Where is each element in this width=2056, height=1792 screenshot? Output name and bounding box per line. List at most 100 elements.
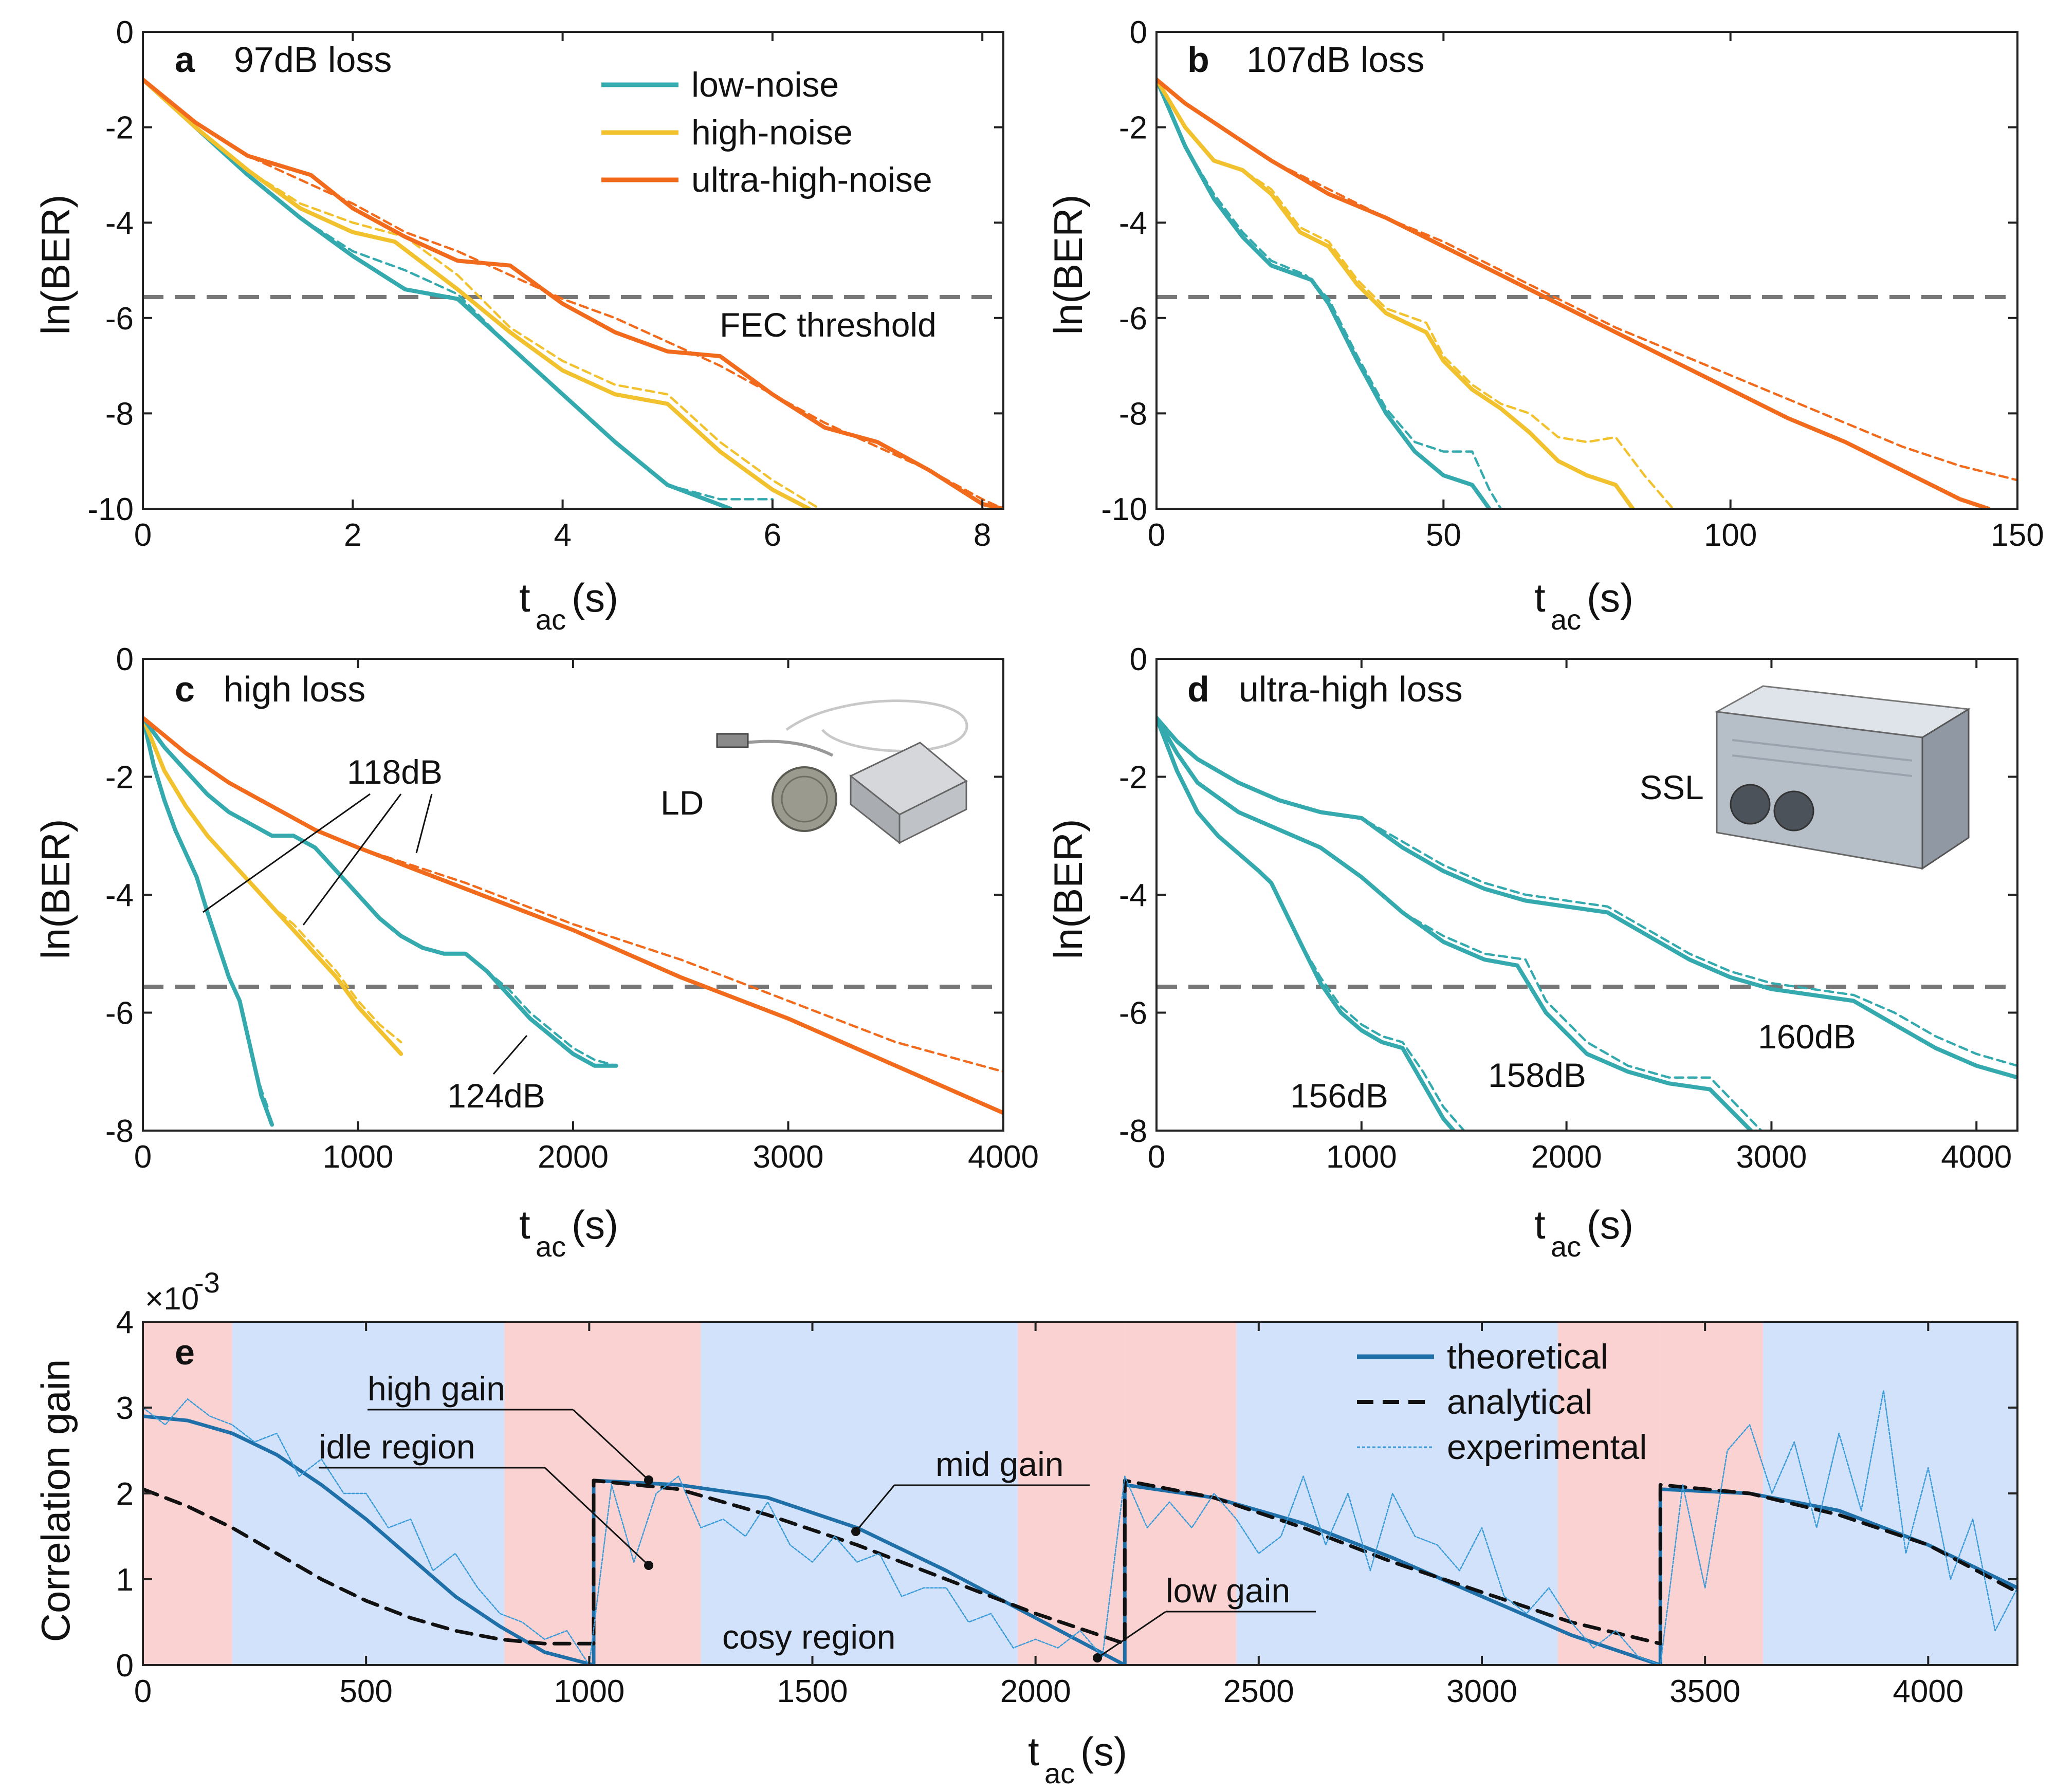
panel-e-exponent: ×10 -3 bbox=[145, 1266, 220, 1317]
x-tick-label: 0 bbox=[134, 518, 152, 553]
plot-frame-c bbox=[143, 659, 1003, 1131]
x-tick-label: 2000 bbox=[1531, 1139, 1602, 1175]
x-tick-label: 0 bbox=[1148, 1139, 1165, 1175]
panel-c-label: c bbox=[175, 669, 195, 709]
y-tick-label: -10 bbox=[87, 492, 134, 527]
y-tick-label: -8 bbox=[105, 396, 134, 432]
y-tick-label: -4 bbox=[105, 206, 134, 241]
panel-e-xlabel-unit: (s) bbox=[1080, 1729, 1127, 1774]
y-tick-label: -10 bbox=[1101, 492, 1147, 527]
panel-b-ylabel: ln(BER) bbox=[1045, 194, 1091, 335]
series-line-d-0 bbox=[1156, 718, 1454, 1131]
panel-e-xlabel-sub: ac bbox=[1044, 1757, 1075, 1789]
x-tick-label: 100 bbox=[1704, 518, 1757, 553]
panel-b-xlabel-unit: (s) bbox=[1587, 575, 1633, 620]
legend-analytical-label: analytical bbox=[1447, 1382, 1593, 1421]
leader-124db bbox=[493, 1036, 527, 1074]
x-tick-label: 1000 bbox=[554, 1674, 625, 1709]
low-gain-marker bbox=[1093, 1653, 1102, 1662]
panel-b-xlabel: t ac (s) bbox=[1534, 575, 1633, 636]
annotation-118db: 118dB bbox=[347, 753, 443, 791]
y-tick-label: 0 bbox=[116, 1648, 134, 1684]
panel-a-xlabel-unit: (s) bbox=[572, 575, 618, 620]
panel-d-ylabel: ln(BER) bbox=[1045, 819, 1091, 959]
exponent-power: -3 bbox=[194, 1266, 220, 1299]
ld-photo bbox=[717, 701, 967, 843]
annotation-124db: 124dB bbox=[447, 1077, 545, 1115]
panel-b-title: 107dB loss bbox=[1246, 40, 1424, 80]
panel-a-xlabel: t ac (s) bbox=[519, 575, 618, 636]
y-tick-label: 2 bbox=[116, 1476, 134, 1512]
legend-high-noise-label: high-noise bbox=[691, 113, 853, 152]
panel-b-chart: 0 50 100 150 0 -2 -4 -6 -8 -10 bbox=[1101, 15, 2044, 553]
panel-a-label: a bbox=[175, 40, 195, 80]
panel-c-xlabel-unit: (s) bbox=[572, 1202, 618, 1247]
series-line-b-1 bbox=[1156, 80, 1501, 509]
x-tick-label: 50 bbox=[1426, 518, 1461, 553]
cosy-region-band bbox=[1763, 1322, 2017, 1665]
x-tick-label: 3500 bbox=[1669, 1674, 1740, 1709]
fiber-coil bbox=[786, 701, 967, 751]
series-line-b-4 bbox=[1156, 80, 1989, 509]
panel-c-xlabel: t ac (s) bbox=[519, 1202, 618, 1263]
panel-e-xlabel: t ac (s) bbox=[1028, 1729, 1127, 1789]
series-line-b-5 bbox=[1156, 80, 2017, 481]
series-line-a-5 bbox=[143, 80, 1003, 509]
x-tick-label: 2 bbox=[344, 518, 361, 553]
y-tick-label: -4 bbox=[105, 878, 134, 913]
ld-label: LD bbox=[660, 784, 704, 822]
x-tick-label: 150 bbox=[1991, 518, 2044, 553]
x-tick-label: 2000 bbox=[1000, 1674, 1071, 1709]
y-tick-label: -8 bbox=[105, 1114, 134, 1149]
leader-118db-ultra bbox=[416, 794, 432, 853]
legend-low-noise-label: low-noise bbox=[691, 65, 839, 104]
panel-c-title: high loss bbox=[224, 669, 365, 709]
y-tick-label: 0 bbox=[116, 642, 134, 677]
y-tick-label: 0 bbox=[1130, 642, 1147, 677]
x-tick-label: 2000 bbox=[538, 1139, 609, 1175]
x-tick-label: 3000 bbox=[1446, 1674, 1517, 1709]
plot-frame-a bbox=[143, 32, 1003, 509]
x-tick-label: 4000 bbox=[968, 1139, 1039, 1175]
x-tick-label: 8 bbox=[974, 518, 991, 553]
fiber-connector bbox=[717, 734, 748, 747]
mid-gain-marker bbox=[851, 1527, 860, 1536]
y-tick-label: -2 bbox=[1119, 110, 1147, 146]
y-tick-label: -6 bbox=[1119, 996, 1147, 1031]
x-tick-label: 0 bbox=[1148, 518, 1165, 553]
annotation-cosy-region: cosy region bbox=[722, 1618, 896, 1656]
series-line-b-2 bbox=[1156, 80, 1633, 509]
panel-d-title: ultra-high loss bbox=[1239, 669, 1463, 709]
idle-region-band bbox=[504, 1322, 594, 1665]
panel-e-label: e bbox=[175, 1332, 195, 1372]
x-tick-label: 500 bbox=[339, 1674, 392, 1709]
panel-b-xlabel-t: t bbox=[1534, 575, 1546, 620]
fiber-lead bbox=[745, 742, 833, 755]
panel-d-xlabel: t ac (s) bbox=[1534, 1202, 1633, 1263]
legend-theoretical-label: theoretical bbox=[1447, 1337, 1608, 1376]
legend-ultra-high-noise-label: ultra-high-noise bbox=[691, 160, 932, 199]
y-tick-label: 3 bbox=[116, 1391, 134, 1426]
panel-a-chart: 0 2 4 6 80-2-4-6-8-10 bbox=[87, 15, 1003, 553]
panel-d-xlabel-unit: (s) bbox=[1587, 1202, 1633, 1247]
y-tick-label: -6 bbox=[105, 301, 134, 337]
x-tick-label: 3000 bbox=[753, 1139, 824, 1175]
x-tick-label: 4 bbox=[554, 518, 571, 553]
panel-a-ylabel: ln(BER) bbox=[33, 194, 78, 335]
annotation-low-gain: low gain bbox=[1166, 1572, 1290, 1610]
figure: 0 2 4 6 80-2-4-6-8-10 0 50 100 1500-2-4-6-8-10 … bbox=[0, 0, 2056, 1792]
x-tick-label: 2500 bbox=[1223, 1674, 1294, 1709]
annotation-idle-region: idle region bbox=[319, 1428, 475, 1466]
y-tick-label: 0 bbox=[1130, 15, 1147, 50]
ssl-photo bbox=[1717, 686, 1969, 869]
y-tick-label: -6 bbox=[1119, 301, 1147, 337]
panel-c-xlabel-sub: ac bbox=[536, 1230, 566, 1263]
series-line-c-0 bbox=[143, 718, 272, 1125]
y-tick-label: -2 bbox=[105, 760, 134, 796]
annotation-high-gain: high gain bbox=[368, 1370, 505, 1408]
idle-region-band bbox=[594, 1322, 701, 1665]
panel-e-xlabel-t: t bbox=[1028, 1729, 1039, 1774]
y-tick-label: -2 bbox=[1119, 760, 1147, 796]
x-tick-label: 0 bbox=[134, 1674, 152, 1709]
y-tick-label: -8 bbox=[1119, 1114, 1147, 1149]
